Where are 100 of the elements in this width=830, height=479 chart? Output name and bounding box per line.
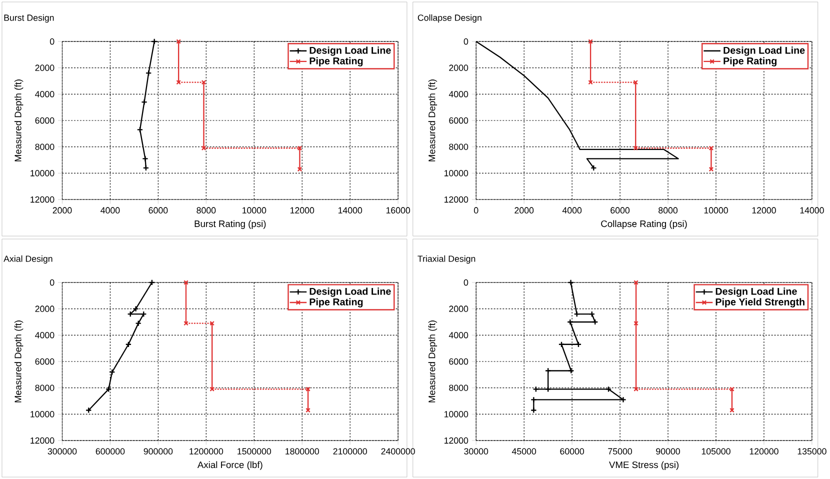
x-axis-title: Collapse Rating (psi) bbox=[601, 220, 687, 229]
point bbox=[105, 386, 112, 392]
y-tick-label: 10000 bbox=[444, 170, 468, 176]
x-tick-label: 2000 bbox=[514, 207, 534, 214]
legend-label: Design Load Line bbox=[310, 46, 391, 56]
point bbox=[145, 70, 152, 76]
legend-label: Pipe Yield Strength bbox=[716, 298, 804, 308]
y-tick-label: 8000 bbox=[35, 384, 54, 391]
y-tick-label: 8000 bbox=[449, 144, 468, 150]
y-tick-label: 4000 bbox=[35, 332, 54, 338]
y-tick-label: 2000 bbox=[35, 306, 54, 312]
y-tick-label: 6000 bbox=[35, 358, 54, 365]
x-tick-label: 90000 bbox=[656, 448, 680, 454]
chart-title: Axial Design bbox=[4, 255, 52, 264]
point bbox=[532, 386, 540, 392]
y-tick-label: 8000 bbox=[35, 144, 54, 150]
y-axis-title: Measured Depth (ft) bbox=[14, 80, 24, 162]
x-tick-label: 45000 bbox=[512, 448, 536, 454]
legend-label: Design Load Line bbox=[310, 288, 391, 297]
x-tick-label: 75000 bbox=[608, 448, 632, 454]
y-tick-label: 10000 bbox=[30, 411, 54, 418]
x-tick-label: 1500000 bbox=[238, 448, 272, 454]
x-tick-label: 6000 bbox=[148, 207, 168, 214]
x-tick-label: 105000 bbox=[702, 448, 730, 454]
x-tick-label: 900000 bbox=[144, 448, 173, 454]
chart-title: Burst Design bbox=[4, 14, 54, 23]
legend-label: Pipe Rating bbox=[310, 298, 363, 308]
legend-label: Design Load Line bbox=[724, 46, 805, 56]
y-tick-label: 12000 bbox=[444, 196, 468, 203]
x-tick-label: 300000 bbox=[48, 448, 77, 454]
x-tick-label: 135000 bbox=[798, 448, 826, 454]
y-tick-label: 0 bbox=[464, 279, 468, 286]
x-tick-label: 10000 bbox=[242, 207, 266, 214]
y-tick-label: 10000 bbox=[30, 170, 54, 176]
point bbox=[620, 396, 626, 403]
y-tick-label: 6000 bbox=[35, 117, 54, 124]
y-tick-label: 2000 bbox=[449, 306, 468, 312]
y-tick-label: 2000 bbox=[449, 64, 468, 71]
point bbox=[140, 310, 147, 318]
legend-label: Pipe Rating bbox=[310, 57, 363, 66]
x-tick-label: 4000 bbox=[562, 207, 582, 214]
y-tick-label: 12000 bbox=[30, 196, 54, 203]
y-tick-label: 6000 bbox=[449, 117, 468, 124]
y-tick-label: 10000 bbox=[444, 411, 468, 418]
point bbox=[566, 318, 574, 326]
x-tick-label: 1800000 bbox=[286, 448, 320, 454]
point bbox=[135, 320, 142, 326]
x-tick-label: 10000 bbox=[704, 207, 728, 214]
point bbox=[544, 386, 552, 392]
x-tick-label: 16000 bbox=[386, 207, 410, 214]
x-tick-label: 12000 bbox=[290, 207, 314, 214]
y-axis-title: Measured Depth (ft) bbox=[428, 320, 438, 402]
x-tick-label: 2100000 bbox=[333, 448, 367, 454]
x-tick-label: 2400000 bbox=[381, 448, 415, 454]
y-tick-label: 4000 bbox=[35, 91, 54, 98]
point bbox=[568, 368, 574, 374]
x-axis-title: Burst Rating (psi) bbox=[194, 220, 266, 229]
legend-label: Design Load Line bbox=[716, 288, 797, 297]
x-axis-title: Axial Force (lbf) bbox=[197, 461, 262, 470]
x-tick-label: 120000 bbox=[750, 448, 778, 454]
point bbox=[588, 310, 596, 318]
y-tick-label: 6000 bbox=[449, 358, 468, 365]
y-tick-label: 4000 bbox=[448, 91, 468, 98]
point bbox=[634, 320, 638, 326]
x-axis-title: VME Stress (psi) bbox=[609, 461, 678, 470]
point bbox=[605, 386, 612, 392]
point bbox=[558, 341, 565, 348]
point bbox=[108, 368, 116, 376]
x-tick-label: 1200000 bbox=[190, 448, 224, 454]
point bbox=[575, 341, 582, 348]
legend-label: Pipe Rating bbox=[724, 57, 776, 66]
y-tick-label: 2000 bbox=[35, 64, 54, 71]
point bbox=[125, 341, 132, 348]
x-tick-label: 14000 bbox=[338, 207, 362, 214]
point bbox=[141, 98, 148, 106]
point bbox=[136, 126, 144, 133]
x-tick-label: 30000 bbox=[464, 448, 488, 454]
x-tick-label: 60000 bbox=[560, 448, 584, 454]
point bbox=[530, 396, 537, 403]
point bbox=[142, 156, 148, 162]
y-tick-label: 12000 bbox=[444, 437, 468, 444]
y-tick-label: 12000 bbox=[30, 437, 54, 444]
x-tick-label: 14000 bbox=[800, 207, 824, 214]
point bbox=[592, 318, 598, 326]
y-axis-title: Measured Depth (ft) bbox=[14, 320, 24, 402]
x-tick-label: 6000 bbox=[610, 207, 630, 214]
x-tick-label: 8000 bbox=[196, 207, 216, 214]
point bbox=[127, 310, 134, 318]
y-tick-label: 0 bbox=[50, 38, 54, 45]
x-tick-label: 8000 bbox=[658, 207, 678, 214]
y-tick-label: 0 bbox=[50, 279, 54, 286]
chart-title: Triaxial Design bbox=[418, 255, 476, 264]
x-tick-label: 600000 bbox=[96, 448, 125, 454]
y-tick-label: 4000 bbox=[448, 332, 468, 338]
chart-title: Collapse Design bbox=[418, 14, 482, 23]
point bbox=[132, 306, 139, 312]
x-tick-label: 12000 bbox=[752, 207, 776, 214]
point bbox=[544, 368, 552, 374]
y-tick-label: 0 bbox=[464, 38, 468, 45]
x-tick-label: 0 bbox=[474, 207, 478, 214]
